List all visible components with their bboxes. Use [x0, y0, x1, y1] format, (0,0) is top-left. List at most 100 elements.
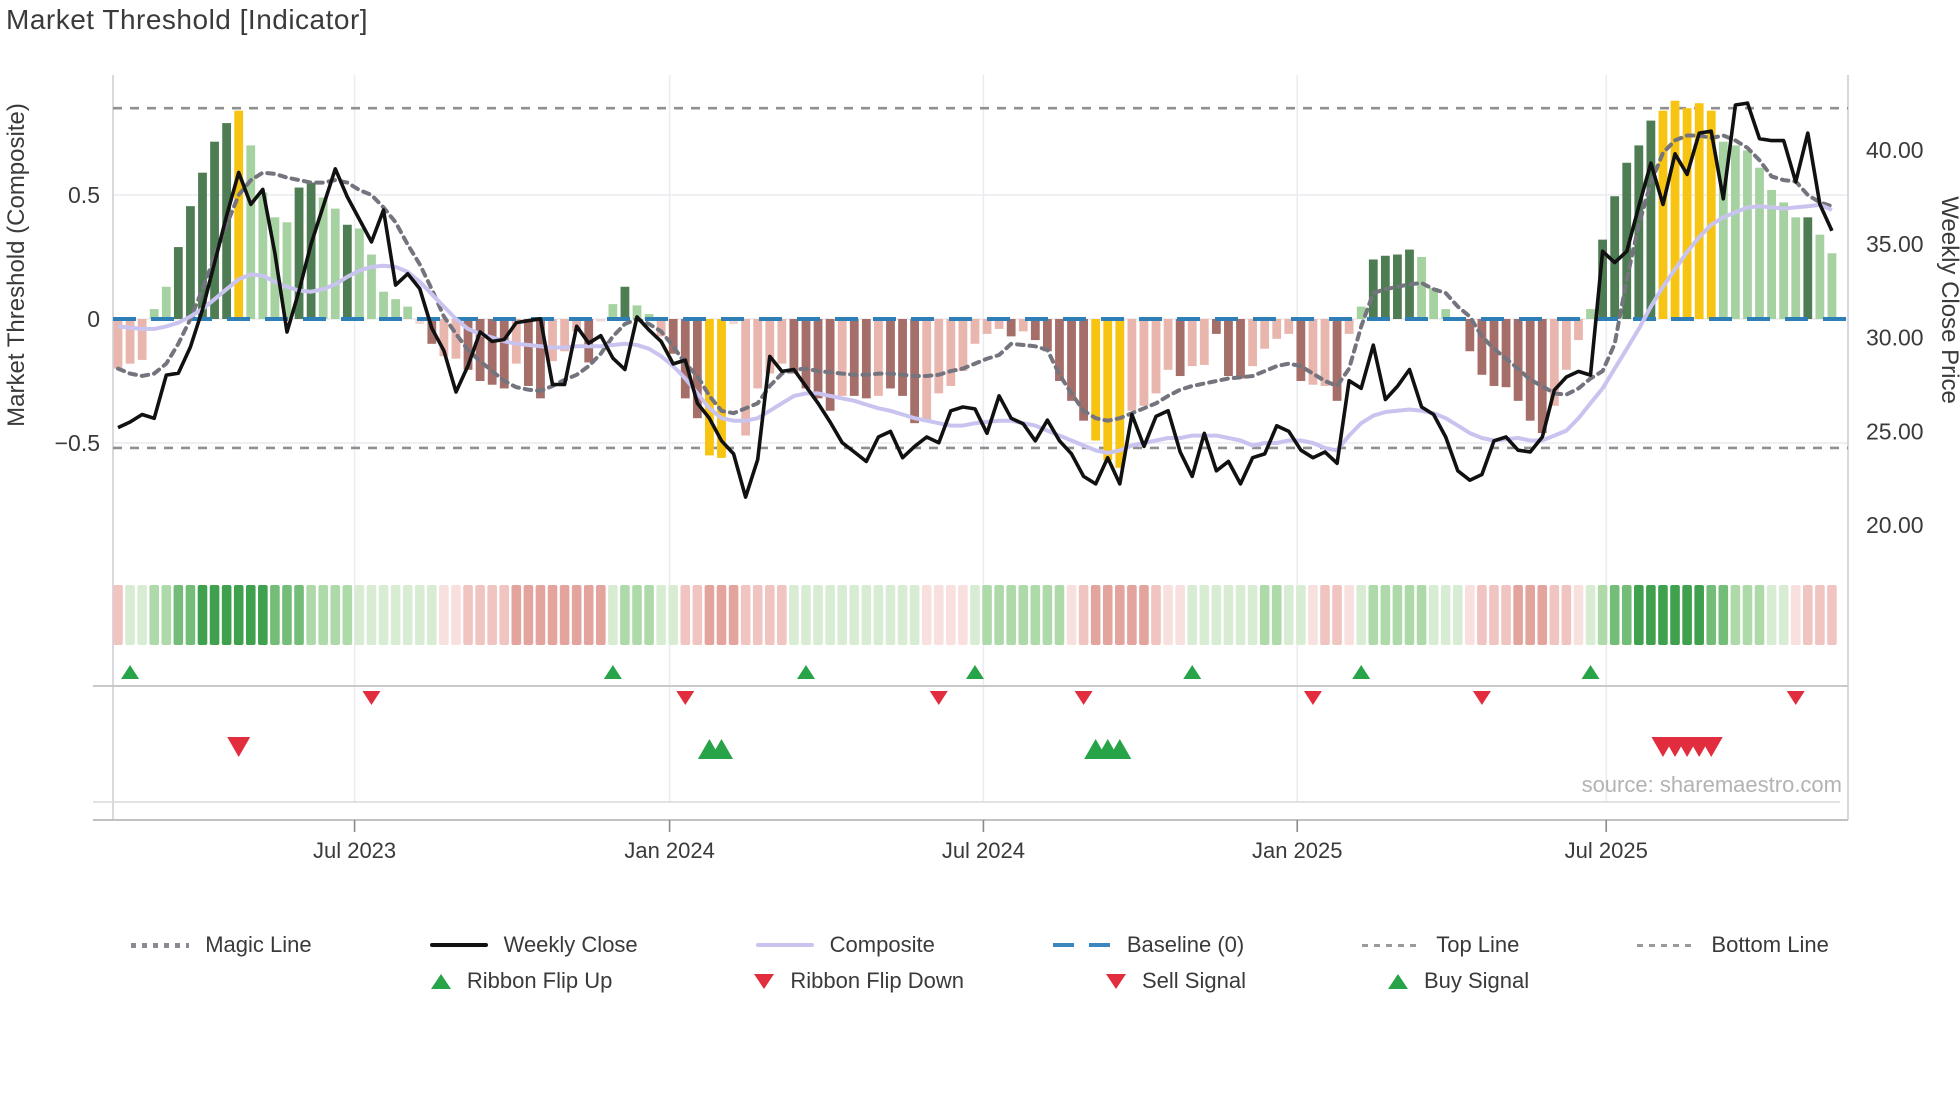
legend-label: Ribbon Flip Down — [790, 968, 964, 993]
threshold-bar — [1103, 319, 1113, 461]
ribbon-stripe — [1115, 585, 1125, 645]
legend-label: Weekly Close — [503, 932, 638, 957]
threshold-bar — [753, 319, 763, 389]
ribbon-stripe — [1018, 585, 1029, 645]
threshold-bar — [849, 319, 859, 396]
threshold-bar — [1272, 319, 1282, 339]
ribbon-stripe — [1332, 585, 1342, 645]
legend-item-bottom-line: Bottom Line — [1637, 932, 1829, 958]
threshold-bar — [789, 319, 799, 374]
threshold-bar — [1320, 319, 1330, 386]
threshold-bar — [548, 319, 557, 362]
ribbon-stripe — [801, 585, 811, 645]
right-axis: 40.00 35.00 30.00 25.00 20.00 Weekly Close Pr… — [1866, 137, 1960, 538]
threshold-bar — [994, 319, 1004, 329]
source-attribution: source: sharemaestro.com — [1581, 772, 1842, 797]
ribbon-stripe — [1766, 585, 1777, 645]
magic-line — [116, 133, 1834, 423]
ribbon-stripe — [378, 585, 389, 645]
ribbon-stripe — [861, 585, 872, 645]
ribbon-flip-up-icon — [1581, 665, 1600, 679]
threshold-bar — [982, 319, 992, 334]
ribbon-flip-up-icon — [603, 665, 622, 679]
right-tick-label: 25.00 — [1866, 418, 1924, 444]
ribbon-stripe — [487, 585, 497, 645]
ribbon-stripe — [149, 585, 160, 645]
threshold-bar — [922, 319, 932, 421]
ribbon-stripe — [1803, 585, 1813, 645]
ribbon-stripe — [270, 585, 280, 645]
ribbon-stripe — [668, 585, 679, 645]
threshold-bar — [1525, 319, 1535, 421]
ribbon-stripe — [1561, 585, 1572, 645]
ribbon-stripe — [837, 585, 847, 645]
ribbon-stripe — [1549, 585, 1560, 645]
ribbon-stripe — [921, 585, 932, 645]
weekly-close-line — [117, 101, 1834, 499]
ribbon-flip-down-icon — [1074, 691, 1093, 705]
legend-label: Baseline (0) — [1126, 932, 1245, 957]
ribbon-stripe — [547, 585, 558, 645]
ribbon-stripe — [1259, 585, 1270, 645]
threshold-bar — [511, 319, 521, 364]
right-tick-label: 20.00 — [1866, 512, 1924, 538]
threshold-bar — [282, 222, 292, 319]
threshold-bar — [970, 319, 980, 344]
threshold-bar — [898, 319, 907, 396]
legend-item-sell-signal: Sell Signal — [1106, 968, 1246, 994]
threshold-bar — [1368, 259, 1378, 319]
threshold-bar — [1670, 100, 1680, 319]
ribbon-stripe — [414, 585, 425, 645]
ribbon-stripe — [1537, 585, 1548, 645]
vertical-gridlines — [353, 75, 1607, 802]
threshold-bar — [729, 319, 738, 324]
threshold-bar — [717, 319, 726, 458]
chart-canvas: Jul 2023 Jan 2024 Jul 2024 Jan 2025 Jul 2025… — [3, 75, 1960, 863]
threshold-bar — [1332, 319, 1342, 401]
ribbon-stripe — [209, 585, 220, 645]
threshold-bar — [536, 319, 545, 399]
ribbon-stripe — [933, 585, 944, 645]
ribbon-stripe — [1585, 585, 1596, 645]
signal-markers — [121, 665, 1805, 759]
legend-label: Bottom Line — [1711, 932, 1829, 957]
ribbon-stripe — [849, 585, 860, 645]
page-title: Market Threshold [Indicator] — [6, 4, 369, 35]
threshold-bar — [1586, 309, 1595, 319]
left-tick-label: 0 — [87, 306, 100, 332]
ribbon-stripe — [125, 585, 135, 645]
ribbon-stripe — [777, 585, 787, 645]
legend-item-ribbon-flip-up: Ribbon Flip Up — [430, 968, 612, 994]
threshold-bar — [1622, 162, 1632, 319]
ribbon-stripe — [716, 585, 727, 645]
ribbon-stripe — [1742, 585, 1753, 645]
ribbon-stripe — [1392, 585, 1403, 645]
threshold-bar — [161, 286, 171, 319]
ribbon-stripe — [1682, 585, 1692, 645]
ribbon-stripe — [1308, 585, 1318, 645]
ribbon-stripe — [1477, 585, 1487, 645]
ribbon-stripe — [1730, 585, 1741, 645]
momentum-ribbon — [113, 585, 1837, 645]
ribbon-stripe — [1597, 585, 1608, 645]
ribbon-stripe — [173, 585, 184, 645]
threshold-bar — [523, 319, 533, 386]
ribbon-stripe — [233, 585, 244, 645]
threshold-bar — [1537, 319, 1547, 434]
threshold-bar — [1308, 319, 1318, 385]
ribbon-stripe — [656, 585, 666, 645]
ribbon-stripe — [1416, 585, 1427, 645]
ribbon-stripe — [511, 585, 522, 645]
ribbon-stripe — [1235, 585, 1246, 645]
threshold-bar — [1730, 145, 1740, 319]
ribbon-stripe — [873, 585, 884, 645]
threshold-bar — [1260, 319, 1270, 349]
legend-label: Buy Signal — [1423, 968, 1530, 993]
ribbon-stripe — [1283, 585, 1294, 645]
threshold-bar — [439, 319, 449, 357]
legend-row-2: Ribbon Flip Up Ribbon Flip Down Sell Signa… — [0, 968, 1960, 994]
threshold-bar — [125, 319, 135, 364]
threshold-bar — [644, 314, 654, 319]
ribbon-stripe — [390, 585, 401, 645]
legend-label: Composite — [829, 932, 935, 957]
